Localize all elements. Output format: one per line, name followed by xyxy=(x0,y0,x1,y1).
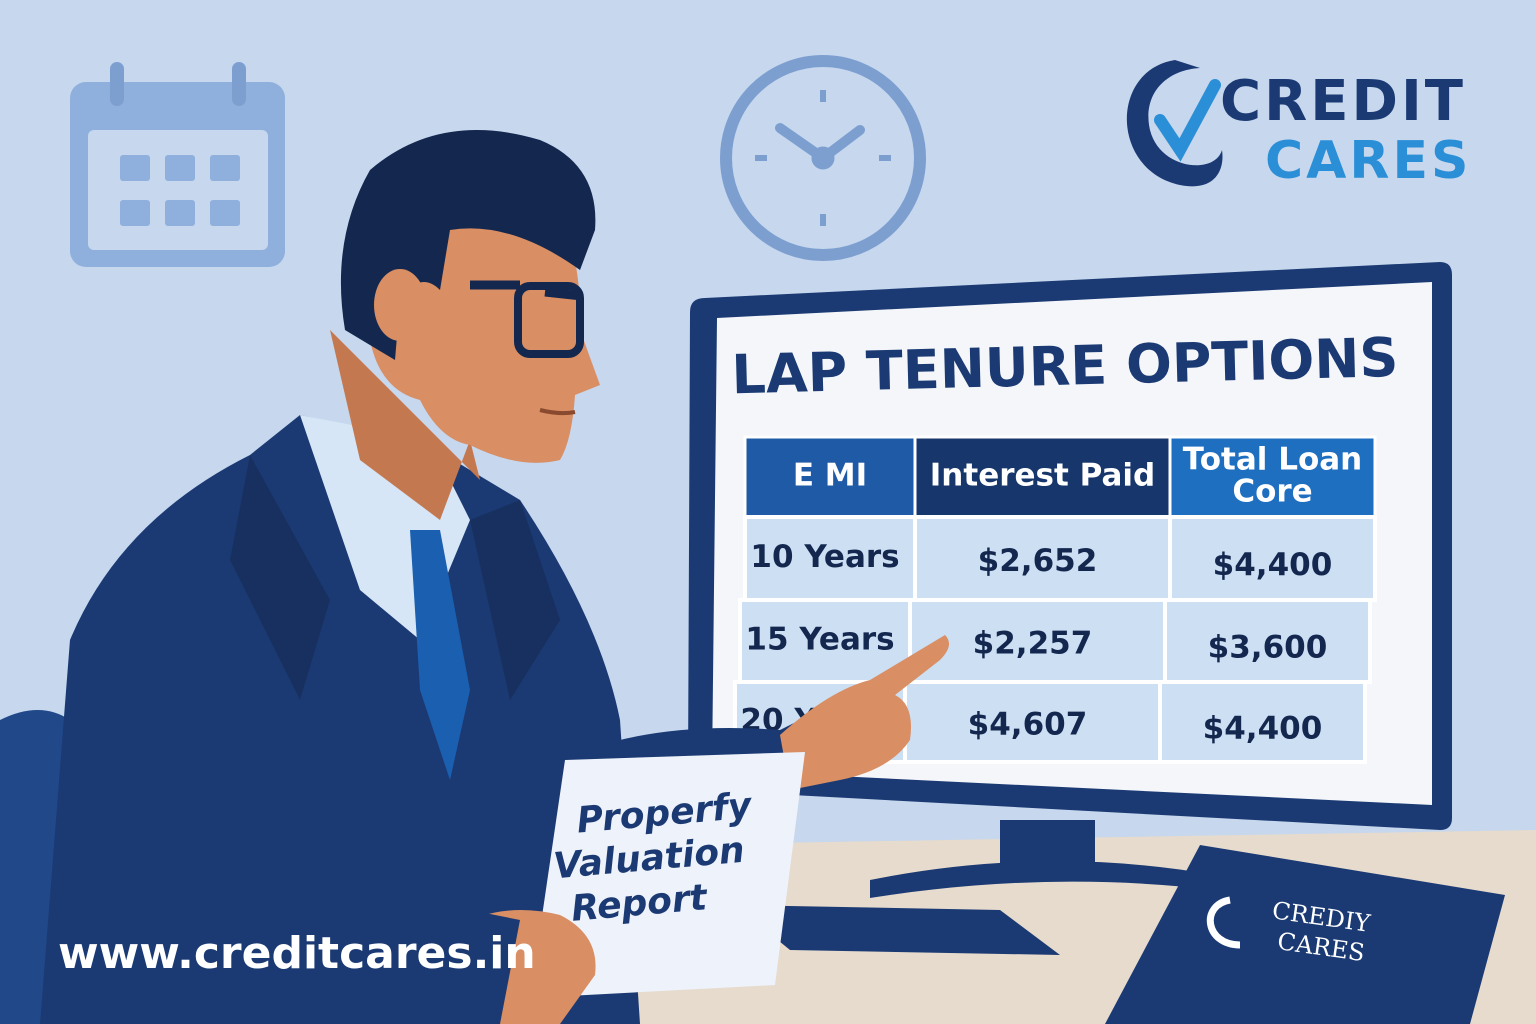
person: Properfy Valuation Report xyxy=(40,130,949,1024)
cell-text: $4,400 xyxy=(1213,547,1333,583)
header-label: Interest Paid xyxy=(930,458,1155,494)
logo: CREDIT CARES xyxy=(1126,60,1471,191)
header-label: Total Loan xyxy=(1183,442,1363,478)
cell-text: $3,600 xyxy=(1208,630,1328,666)
table-cell xyxy=(1158,680,1367,764)
cell-text: 15 Years xyxy=(745,622,894,658)
cell-text: $2,257 xyxy=(973,626,1093,662)
cell-text: 10 Years xyxy=(750,539,899,575)
logo-line: CREDIT xyxy=(1220,69,1466,134)
header-label: E MI xyxy=(793,458,867,494)
calendar-icon xyxy=(70,62,285,267)
table-cell xyxy=(908,598,1167,684)
header-cell xyxy=(743,435,917,519)
cell-text: $4,607 xyxy=(968,707,1088,743)
table-cell xyxy=(1168,515,1377,602)
clock-icon xyxy=(720,55,926,261)
header-label: Core xyxy=(1232,474,1312,510)
cell-text: $4,400 xyxy=(1203,711,1323,747)
footer-url: www.creditcares.in xyxy=(58,928,536,979)
cell-text: $2,652 xyxy=(978,543,1098,579)
table-cell xyxy=(903,680,1162,764)
table-cell xyxy=(738,598,912,684)
header-cell xyxy=(913,435,1172,519)
logo-line: CARES xyxy=(1265,131,1471,191)
table-cell xyxy=(1163,598,1372,684)
folder: CREDIY CARES xyxy=(1105,845,1505,1024)
keyboard xyxy=(735,905,1060,955)
